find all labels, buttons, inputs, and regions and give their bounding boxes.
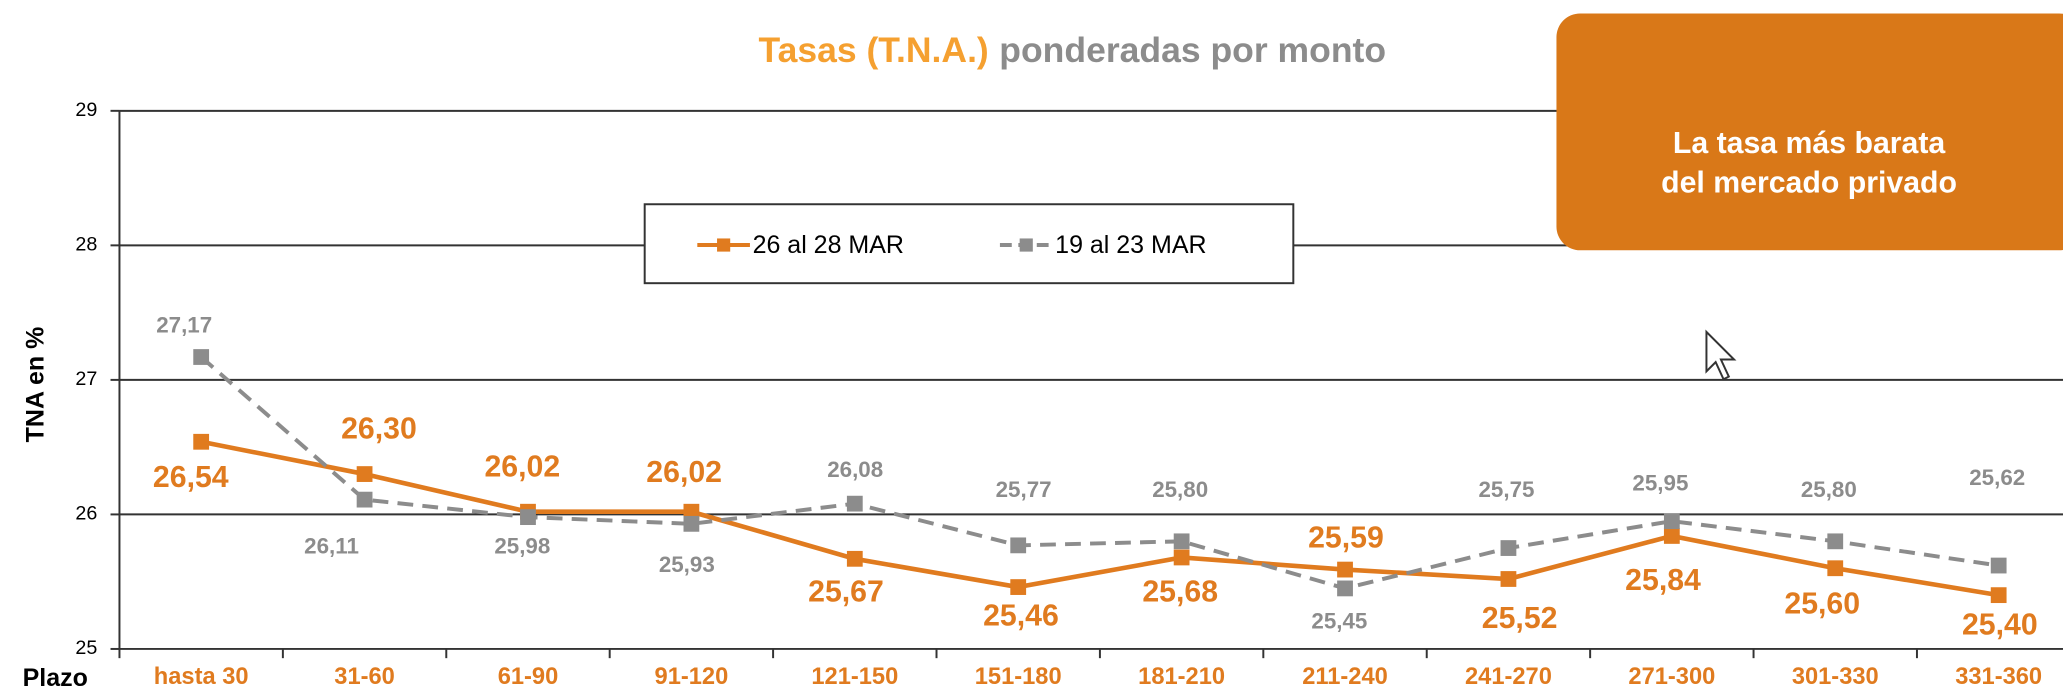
marker (1663, 528, 1680, 544)
value-label: 25,93 (659, 552, 715, 577)
x-tick-label: 181-210 (1138, 664, 1225, 690)
marker (683, 515, 700, 532)
value-label: 26,02 (646, 456, 722, 489)
series-line (200, 439, 2000, 598)
value-label: 25,46 (983, 599, 1059, 632)
x-tick-label: 301-330 (1792, 664, 1879, 690)
legend: 26 al 28 MAR 19 al 23 MAR (697, 231, 1207, 259)
marker (356, 466, 373, 482)
value-label: 25,40 (1962, 609, 2038, 642)
marker (1500, 540, 1517, 556)
marker (193, 349, 210, 365)
marker (1500, 571, 1517, 587)
series-line (199, 355, 1999, 591)
legend-box (643, 203, 1295, 285)
value-label: 25,80 (1801, 477, 1857, 502)
marker (193, 433, 210, 450)
legend-label: 19 al 23 MAR (1055, 231, 1206, 259)
value-label: 25,75 (1478, 477, 1534, 502)
marker (1663, 513, 1680, 530)
marker (1990, 587, 2007, 604)
marker (846, 550, 863, 567)
y-tick-label: 25 (75, 637, 97, 659)
x-tick-label: 91-120 (655, 664, 729, 690)
value-label: 25,68 (1142, 576, 1218, 609)
legend-marker (1019, 238, 1033, 252)
y-axis-label: TNA en % (21, 327, 49, 443)
value-label: 26,08 (827, 457, 883, 482)
value-label: 25,84 (1625, 564, 1701, 597)
title-rest: ponderadas por monto (999, 30, 1386, 70)
marker (1990, 557, 2007, 574)
chart-title: Tasas (T.N.A.) ponderadas por monto (759, 30, 1387, 70)
value-label: 25,62 (1969, 465, 2025, 490)
x-tick-label: 271-300 (1628, 664, 1715, 690)
marker (683, 503, 700, 520)
marker (356, 491, 373, 508)
value-label: 25,60 (1784, 588, 1860, 621)
x-tick-label: 31-60 (334, 664, 395, 690)
value-label: 25,59 (1308, 522, 1384, 555)
y-tick-label: 29 (75, 99, 97, 121)
value-label: 27,17 (156, 313, 212, 338)
marker (1010, 537, 1027, 554)
x-tick-label: 151-180 (975, 664, 1062, 690)
value-label: 25,98 (494, 534, 550, 559)
marker (520, 509, 536, 526)
value-label: 26,02 (484, 451, 560, 484)
value-label: 26,54 (153, 461, 229, 494)
x-tick-label: 61-90 (498, 664, 559, 690)
marker (1337, 580, 1353, 597)
y-tick-label: 27 (75, 368, 97, 390)
value-label: 25,77 (996, 477, 1052, 502)
value-label: 26,11 (304, 534, 359, 559)
marker (1337, 561, 1353, 578)
value-label: 25,80 (1152, 477, 1208, 502)
callout-line: La tasa más barata (1673, 127, 1947, 160)
value-label: 25,45 (1311, 609, 1367, 634)
x-tick-label: hasta 30 (154, 664, 249, 690)
y-tick-label: 28 (75, 234, 97, 256)
x-tick-label: 241-270 (1465, 664, 1552, 690)
x-axis-label: Plazo (23, 664, 88, 692)
x-tick-label: 331-360 (1955, 664, 2042, 690)
marker (1827, 533, 1844, 550)
value-label: 26,30 (341, 413, 417, 446)
marker (846, 495, 863, 512)
value-label: 25,95 (1632, 470, 1688, 495)
value-label: 25,67 (808, 576, 884, 609)
x-tick-label: 121-150 (811, 664, 898, 690)
cursor (1705, 329, 1737, 381)
value-label: 25,52 (1482, 602, 1558, 635)
y-tick-label: 26 (75, 503, 97, 525)
marker (1827, 560, 1844, 577)
legend-label: 26 al 28 MAR (753, 231, 904, 259)
title-highlight: Tasas (T.N.A.) (759, 30, 989, 70)
marker (1173, 533, 1190, 550)
x-tick-label: 211-240 (1302, 664, 1388, 690)
callout-line: del mercado privado (1661, 167, 1957, 200)
callout-box (1556, 13, 2063, 251)
legend-marker (717, 238, 731, 252)
marker (1173, 549, 1190, 566)
marker (1010, 579, 1027, 595)
plot-area: 25 26 27 28 29 hasta 30 31-60 61-90 91-120 121-15… (75, 99, 2063, 690)
